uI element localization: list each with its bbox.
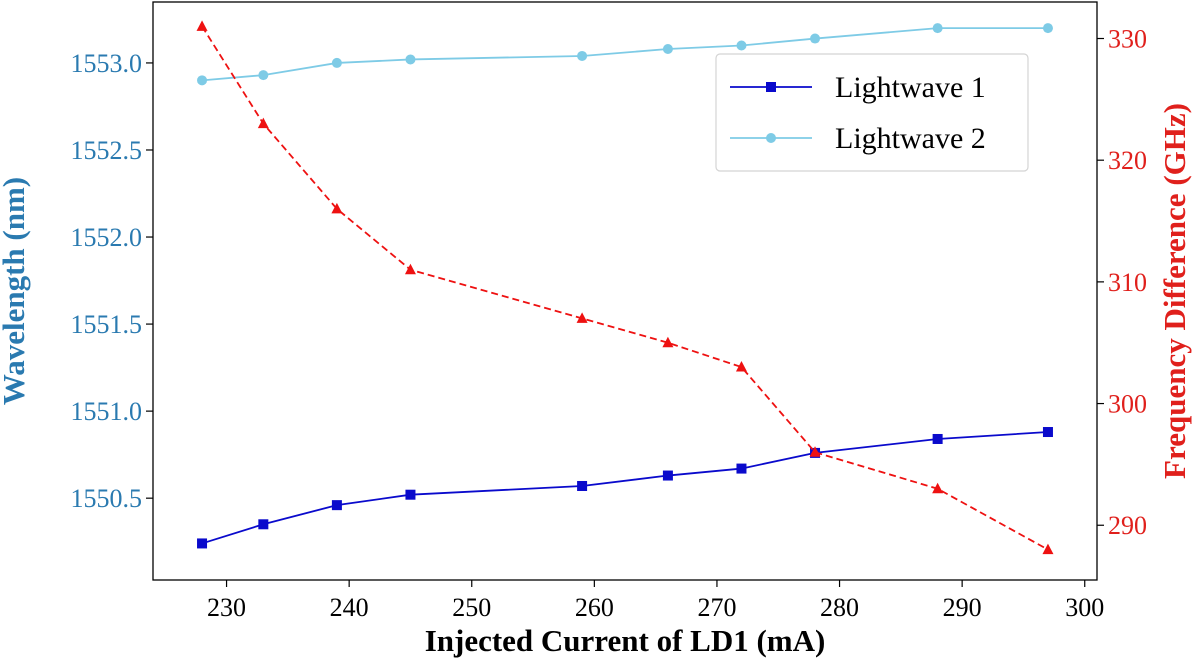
x-axis-title: Injected Current of LD1 (mA) — [425, 623, 826, 658]
y-right-tick-label: 300 — [1108, 390, 1147, 419]
x-tick-label: 250 — [452, 593, 491, 622]
series-1-point — [405, 489, 416, 500]
series-3-point — [576, 312, 588, 323]
series-2-point — [662, 44, 673, 55]
y-right-tick-label: 330 — [1108, 25, 1147, 54]
series-2-point — [577, 50, 588, 61]
series-1-point — [736, 463, 747, 474]
x-tick-label: 230 — [207, 593, 246, 622]
series-2-point — [1042, 23, 1053, 34]
series-2-point — [932, 23, 943, 34]
x-tick-label: 290 — [943, 593, 982, 622]
y-left-axis-title: Wavelength (nm) — [0, 177, 31, 405]
series-3-point — [331, 202, 343, 214]
series-1-point — [1042, 427, 1053, 438]
legend: Lightwave 1 Lightwave 2 — [715, 53, 1029, 172]
series-3-point — [404, 263, 416, 275]
series-3-point — [257, 117, 269, 129]
series-1-point — [662, 470, 673, 481]
series-3-point — [196, 20, 208, 31]
series-1-point — [197, 538, 208, 549]
series-2 — [197, 23, 1053, 86]
series-2-line — [201, 27, 1048, 82]
y-left-tick-label: 1551.5 — [71, 310, 143, 339]
series-3-point — [932, 482, 944, 494]
x-tick-label: 270 — [697, 593, 736, 622]
series-2-point — [197, 75, 208, 86]
x-tick-label: 240 — [330, 593, 369, 622]
legend-marker — [766, 82, 776, 92]
series-2-point — [331, 57, 342, 68]
y-right-tick-label: 310 — [1108, 268, 1147, 297]
series-1 — [197, 427, 1053, 549]
legend-label: Lightwave 2 — [835, 122, 986, 155]
y-left-tick-label: 1552.5 — [71, 136, 143, 165]
series-2-point — [810, 33, 821, 44]
series-1-point — [577, 480, 588, 491]
series-3-line — [201, 25, 1049, 551]
series-3-point — [735, 361, 747, 372]
series-2-point — [405, 54, 416, 65]
y-right-tick-label: 320 — [1108, 146, 1147, 175]
x-tick-label: 280 — [820, 593, 859, 622]
y-left-tick-label: 1552.0 — [71, 223, 143, 252]
series-3-point — [1042, 543, 1054, 555]
series-1-point — [331, 500, 342, 511]
series-1-point — [258, 519, 269, 530]
series-2-point — [258, 70, 269, 81]
y-right-tick-label: 290 — [1108, 511, 1147, 540]
series-2-point — [736, 40, 747, 51]
y-left-tick-label: 1551.0 — [71, 397, 143, 426]
series-3 — [196, 20, 1054, 555]
legend-box — [715, 53, 1029, 172]
y-left-tick-label: 1550.5 — [71, 484, 143, 513]
y-left-tick-label: 1553.0 — [71, 49, 143, 78]
x-tick-label: 300 — [1065, 593, 1104, 622]
y-right-axis-title: Frequency Difference (GHz) — [1157, 103, 1192, 479]
series-3-point — [662, 336, 674, 348]
legend-label: Lightwave 1 — [835, 71, 986, 104]
legend-marker — [766, 133, 776, 143]
series-layer — [196, 20, 1054, 555]
series-3-point — [809, 446, 821, 457]
series-1-line — [201, 431, 1049, 545]
x-tick-label: 260 — [575, 593, 614, 622]
plot-frame — [152, 1, 1098, 581]
series-1-point — [932, 433, 943, 444]
